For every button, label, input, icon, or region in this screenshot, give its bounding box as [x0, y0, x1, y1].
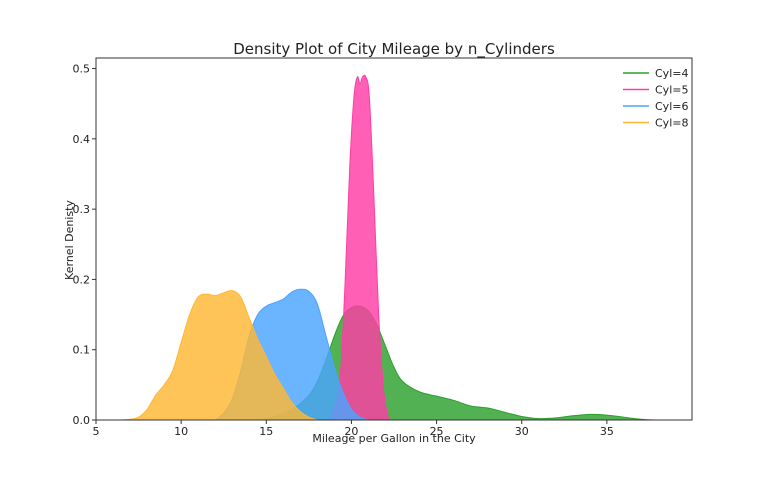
x-tick-label: 35: [600, 425, 614, 438]
x-tick-label: 25: [430, 425, 444, 438]
density-line-cyl-8: [121, 290, 318, 421]
x-tick-label: 15: [259, 425, 273, 438]
legend-label-cyl-4: Cyl=4: [655, 67, 688, 80]
x-tick-label: 10: [174, 425, 188, 438]
legend-label-cyl-5: Cyl=5: [655, 84, 688, 97]
plot-area: [121, 74, 655, 421]
density-area-cyl-8: [121, 290, 318, 420]
y-axis-label: Kernel Denisty: [63, 200, 76, 280]
y-tick-label: 0.1: [73, 344, 91, 357]
x-axis-ticks: 5 10 15 20 25 30 35: [93, 420, 614, 438]
y-tick-label: 0.4: [73, 133, 91, 146]
axes-frame: [95, 57, 693, 421]
density-line-cyl-5: [330, 74, 390, 421]
chart-title: Density Plot of City Mileage by n_Cylind…: [233, 40, 555, 59]
x-tick-label: 20: [344, 425, 358, 438]
legend: Cyl=4 Cyl=5 Cyl=6 Cyl=8: [623, 67, 688, 130]
y-tick-label: 0.2: [73, 273, 91, 286]
x-tick-label: 30: [515, 425, 529, 438]
y-tick-label: 0.3: [73, 203, 91, 216]
x-axis-label: Mileage per Gallon in the City: [312, 432, 476, 445]
legend-label-cyl-8: Cyl=8: [655, 117, 688, 130]
y-tick-label: 0.5: [73, 63, 91, 76]
density-area-cyl-5: [330, 75, 389, 420]
legend-label-cyl-6: Cyl=6: [655, 100, 688, 113]
x-tick-label: 5: [93, 425, 100, 438]
y-tick-label: 0.0: [73, 414, 91, 427]
y-axis-ticks: 0.0 0.1 0.2 0.3 0.4 0.5: [73, 63, 96, 427]
